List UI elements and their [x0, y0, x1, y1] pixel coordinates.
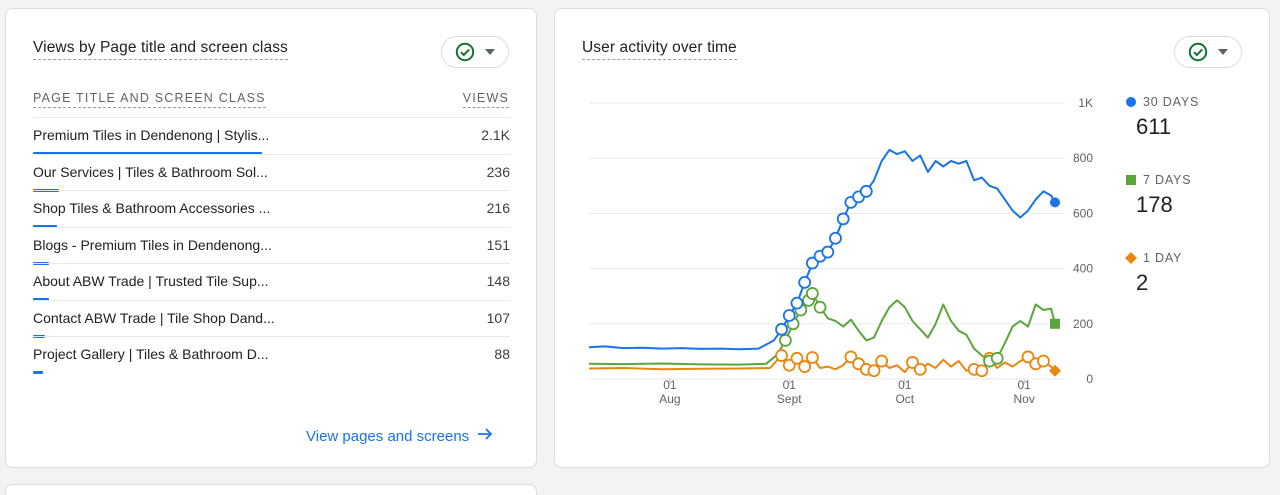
- row-value: 216: [486, 200, 510, 216]
- data-point-marker: [813, 300, 827, 314]
- column-header-page-title[interactable]: PAGE TITLE AND SCREEN CLASS: [33, 91, 266, 108]
- x-tick-month: Oct: [895, 392, 914, 406]
- legend-series-name: 1 DAY: [1143, 251, 1183, 265]
- data-point-marker: [913, 362, 927, 376]
- data-point-marker: [1021, 350, 1035, 364]
- x-tick-month: Aug: [659, 392, 680, 406]
- legend-series-name: 7 DAYS: [1143, 173, 1192, 187]
- square-legend-icon: [1126, 175, 1136, 185]
- row-value: 2.1K: [481, 127, 510, 143]
- data-point-marker: [1037, 354, 1050, 368]
- data-point-marker: [779, 333, 792, 347]
- row-label: Our Services | Tiles & Bathroom Sol...: [33, 163, 268, 180]
- x-tick-day: 01: [898, 378, 912, 392]
- y-tick-label: 200: [1073, 317, 1093, 331]
- table-row[interactable]: Shop Tiles & Bathroom Accessories ... 216: [33, 190, 510, 228]
- next-card: [5, 484, 537, 495]
- status-dropdown[interactable]: [441, 36, 509, 68]
- table-row[interactable]: Our Services | Tiles & Bathroom Sol... 23…: [33, 153, 510, 192]
- table-row[interactable]: Contact ABW Trade | Tile Shop Dand... 107: [33, 299, 510, 338]
- data-point-marker: [829, 231, 842, 245]
- y-tick-label: 0: [1086, 372, 1093, 386]
- y-tick-label: 1K: [1078, 96, 1093, 110]
- row-value: 88: [494, 346, 510, 362]
- series-line: [588, 148, 1056, 351]
- legend-item: 7 DAYS 178: [1125, 173, 1191, 218]
- x-tick-month: Sept: [777, 392, 802, 406]
- table-row[interactable]: Premium Tiles in Dendenong | Stylis... 2.…: [33, 117, 510, 155]
- data-point-marker: [867, 364, 881, 378]
- row-value: 148: [486, 273, 510, 289]
- legend-label: 7 DAYS: [1125, 173, 1191, 187]
- diamond-legend-icon: [1125, 252, 1137, 264]
- table-row[interactable]: Blogs - Premium Tiles in Dendenong... 151: [33, 226, 510, 265]
- x-tick-day: 01: [783, 378, 797, 392]
- data-point-marker: [844, 350, 858, 364]
- column-header-views[interactable]: VIEWS: [462, 91, 509, 108]
- y-tick-label: 600: [1073, 206, 1093, 220]
- row-label: About ABW Trade | Trusted Tile Sup...: [33, 273, 269, 289]
- y-tick-label: 800: [1073, 151, 1093, 165]
- arrow-right-icon: [477, 427, 493, 445]
- view-pages-link-label: View pages and screens: [306, 427, 470, 445]
- data-point-marker: [875, 354, 889, 368]
- data-point-marker: [782, 358, 796, 372]
- row-label: Contact ABW Trade | Tile Shop Dand...: [33, 309, 275, 326]
- circle-legend-icon: [1126, 97, 1136, 107]
- data-point-marker: [805, 351, 819, 364]
- data-point-marker: [975, 364, 989, 378]
- row-label: Shop Tiles & Bathroom Accessories ...: [33, 200, 271, 216]
- row-label: Blogs - Premium Tiles in Dendenong...: [33, 236, 272, 253]
- data-point-marker: [906, 356, 919, 369]
- x-tick-month: Nov: [1014, 392, 1035, 406]
- views-by-page-card: Views by Page title and screen class PAG…: [5, 8, 537, 468]
- card-title[interactable]: User activity over time: [582, 39, 737, 60]
- user-activity-card: User activity over time 0 200 400 600 800 1K 0…: [554, 8, 1270, 468]
- legend-label: 30 DAYS: [1125, 95, 1199, 109]
- series-end-marker: [1050, 318, 1060, 329]
- data-point-marker: [775, 322, 788, 336]
- legend-series-name: 30 DAYS: [1143, 95, 1200, 109]
- x-tick-day: 01: [663, 378, 677, 392]
- data-point-marker: [805, 287, 819, 300]
- legend-value: 611: [1136, 114, 1172, 139]
- data-point-marker: [821, 245, 835, 259]
- data-point-marker: [782, 309, 796, 322]
- data-point-marker: [798, 275, 812, 289]
- caret-down-icon: [485, 49, 495, 55]
- row-value: 151: [486, 236, 510, 253]
- card-title[interactable]: Views by Page title and screen class: [33, 39, 288, 60]
- table-row[interactable]: About ABW Trade | Trusted Tile Sup... 148: [33, 263, 510, 301]
- caret-down-icon: [1218, 49, 1228, 55]
- row-value: 236: [486, 163, 510, 180]
- series-end-marker: [1050, 197, 1060, 208]
- x-tick-day: 01: [1018, 378, 1032, 392]
- check-circle-icon: [1188, 42, 1208, 62]
- data-point-marker: [775, 349, 788, 362]
- row-bar: [33, 371, 43, 374]
- table-row[interactable]: Project Gallery | Tiles & Bathroom D... 8…: [33, 336, 510, 374]
- view-pages-link[interactable]: View pages and screens: [306, 427, 493, 445]
- legend-item: 30 DAYS 611: [1125, 95, 1199, 140]
- data-point-marker: [798, 360, 812, 373]
- legend-item: 1 DAY 2: [1125, 251, 1182, 296]
- legend-value: 2: [1136, 270, 1149, 295]
- data-point-marker: [790, 296, 804, 310]
- series-end-marker: [1049, 364, 1061, 377]
- row-label: Premium Tiles in Dendenong | Stylis...: [33, 127, 270, 143]
- row-value: 107: [486, 309, 510, 326]
- legend-value: 178: [1136, 192, 1173, 217]
- legend-label: 1 DAY: [1125, 251, 1182, 265]
- y-tick-label: 400: [1073, 262, 1093, 276]
- check-circle-icon: [455, 42, 475, 62]
- data-point-marker: [790, 351, 804, 365]
- data-point-marker: [990, 351, 1004, 365]
- data-point-marker: [836, 212, 850, 226]
- status-dropdown[interactable]: [1174, 36, 1242, 68]
- data-point-marker: [859, 184, 873, 198]
- data-point-marker: [805, 256, 819, 270]
- row-label: Project Gallery | Tiles & Bathroom D...: [33, 346, 269, 362]
